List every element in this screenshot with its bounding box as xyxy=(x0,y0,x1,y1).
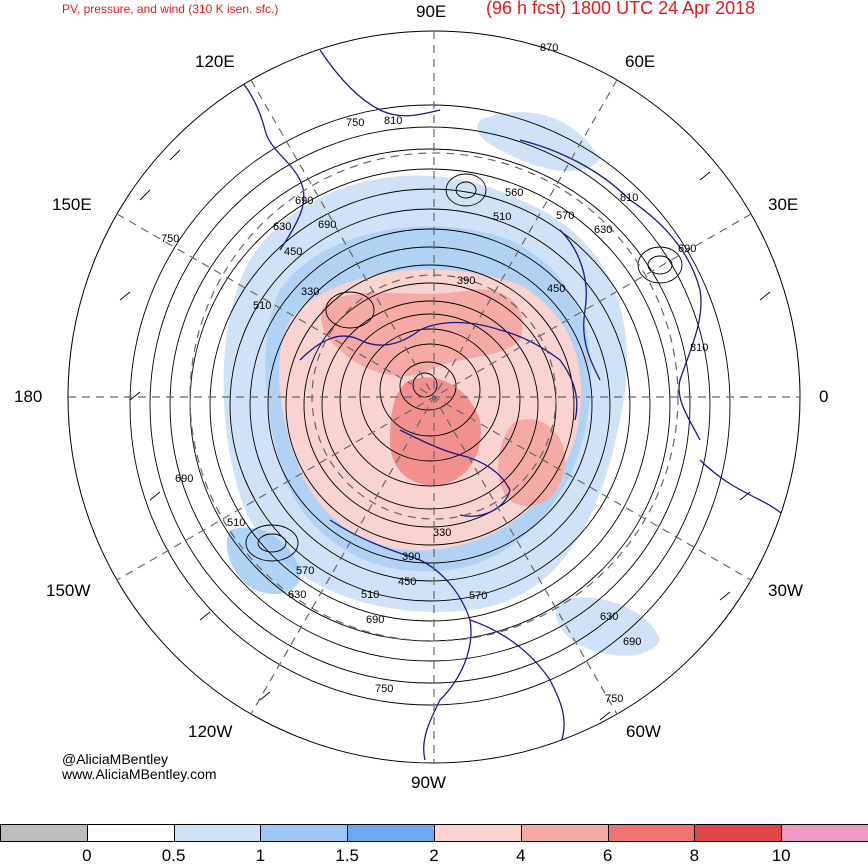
contour-label: 750 xyxy=(161,233,179,245)
graticule xyxy=(68,31,800,763)
contour-label: 690 xyxy=(318,219,336,231)
lon-label-150e: 150E xyxy=(52,195,92,214)
contour-label: 570 xyxy=(296,565,314,577)
colorbar-swatch xyxy=(694,824,783,842)
contour-label: 330 xyxy=(301,286,319,298)
contour-label: 750 xyxy=(605,693,623,705)
contour-label: 690 xyxy=(175,473,193,485)
colorbar-swatch xyxy=(781,824,868,842)
colorbar-tick-label: 8 xyxy=(689,846,700,865)
colorbar-tick-label: 1.5 xyxy=(335,846,360,865)
pv-region-red-2 xyxy=(390,377,481,486)
contour-label: 690 xyxy=(678,243,696,255)
colorbar-tick-label: 6 xyxy=(602,846,613,865)
colorbar-tick-label: 4 xyxy=(516,846,526,865)
author-handle: @AliciaMBentley xyxy=(62,751,169,767)
contour-label: 690 xyxy=(295,195,313,207)
lon-label-120e: 120E xyxy=(195,52,235,71)
pv-region-blue-streak-2 xyxy=(556,597,660,656)
lon-label-30e: 30E xyxy=(768,195,799,214)
author-website: www.AliciaMBentley.com xyxy=(62,766,217,782)
contour-label: 870 xyxy=(540,42,558,54)
colorbar-tick-label: 0.5 xyxy=(161,846,186,865)
contour-label: 450 xyxy=(547,283,565,295)
contour-label: 570 xyxy=(556,210,574,222)
colorbar-swatch xyxy=(86,824,175,842)
colorbar-swatch xyxy=(607,824,696,842)
pv-region-blue-streak xyxy=(226,527,301,594)
contour-label: 630 xyxy=(600,611,618,623)
lon-label-180: 180 xyxy=(14,387,43,406)
contour-label: 750 xyxy=(375,683,393,695)
forecast-time-title: (96 h fcst) 1800 UTC 24 Apr 2018 xyxy=(486,0,756,18)
lon-label-120w: 120W xyxy=(188,722,233,741)
lon-label-60e: 60E xyxy=(625,52,656,71)
wind-barbs xyxy=(119,149,771,721)
colorbar-tick-label: 1 xyxy=(255,846,266,865)
colorbar-swatch xyxy=(173,824,262,842)
contour-label: 810 xyxy=(620,192,638,204)
pressure-contours xyxy=(129,104,731,706)
contour-label: 510 xyxy=(361,589,379,601)
contour-label: 450 xyxy=(398,576,416,588)
contour-label: 630 xyxy=(594,224,612,236)
lon-label-0: 0 xyxy=(819,387,829,406)
colorbar-swatch xyxy=(347,824,435,842)
contour-labels: 870 750 810 690 630 750 690 510 330 450 … xyxy=(161,42,708,705)
contour-label: 810 xyxy=(690,342,708,354)
colorbar-tick-label: 10 xyxy=(771,846,791,865)
contour-label: 690 xyxy=(623,636,641,648)
lon-label-150w: 150W xyxy=(46,581,91,600)
contour-label: 450 xyxy=(284,246,302,258)
contour-label: 390 xyxy=(402,551,420,563)
contour-label: 330 xyxy=(433,527,451,539)
contour-label: 560 xyxy=(505,187,523,199)
contour-label: 810 xyxy=(384,115,402,127)
colorbar-swatch xyxy=(434,824,522,842)
colorbar-swatch xyxy=(0,824,88,842)
pv-region-blue-streak-3 xyxy=(477,112,600,172)
contour-label: 510 xyxy=(253,300,271,312)
colorbar-swatch xyxy=(520,824,609,842)
colorbar xyxy=(0,824,868,844)
colorbar-tick-label: 0 xyxy=(82,846,92,865)
contour-label: 690 xyxy=(366,614,384,626)
pv-region-red xyxy=(321,289,523,377)
contour-label: 510 xyxy=(227,517,245,529)
lon-label-90w: 90W xyxy=(411,773,446,792)
colorbar-tick-label: 2 xyxy=(429,846,439,865)
lon-label-90e: 90E xyxy=(416,2,447,21)
contour-label: 390 xyxy=(457,275,475,287)
contour-label: 630 xyxy=(288,589,306,601)
contour-label: 750 xyxy=(346,117,364,129)
contour-label: 570 xyxy=(469,590,487,602)
lon-label-30w: 30W xyxy=(768,581,803,600)
map-title: PV, pressure, and wind (310 K isen. sfc.… xyxy=(62,2,279,16)
contour-label: 510 xyxy=(493,211,511,223)
lon-label-60w: 60W xyxy=(626,722,661,741)
contour-label: 630 xyxy=(273,221,291,233)
colorbar-swatch xyxy=(260,824,349,842)
